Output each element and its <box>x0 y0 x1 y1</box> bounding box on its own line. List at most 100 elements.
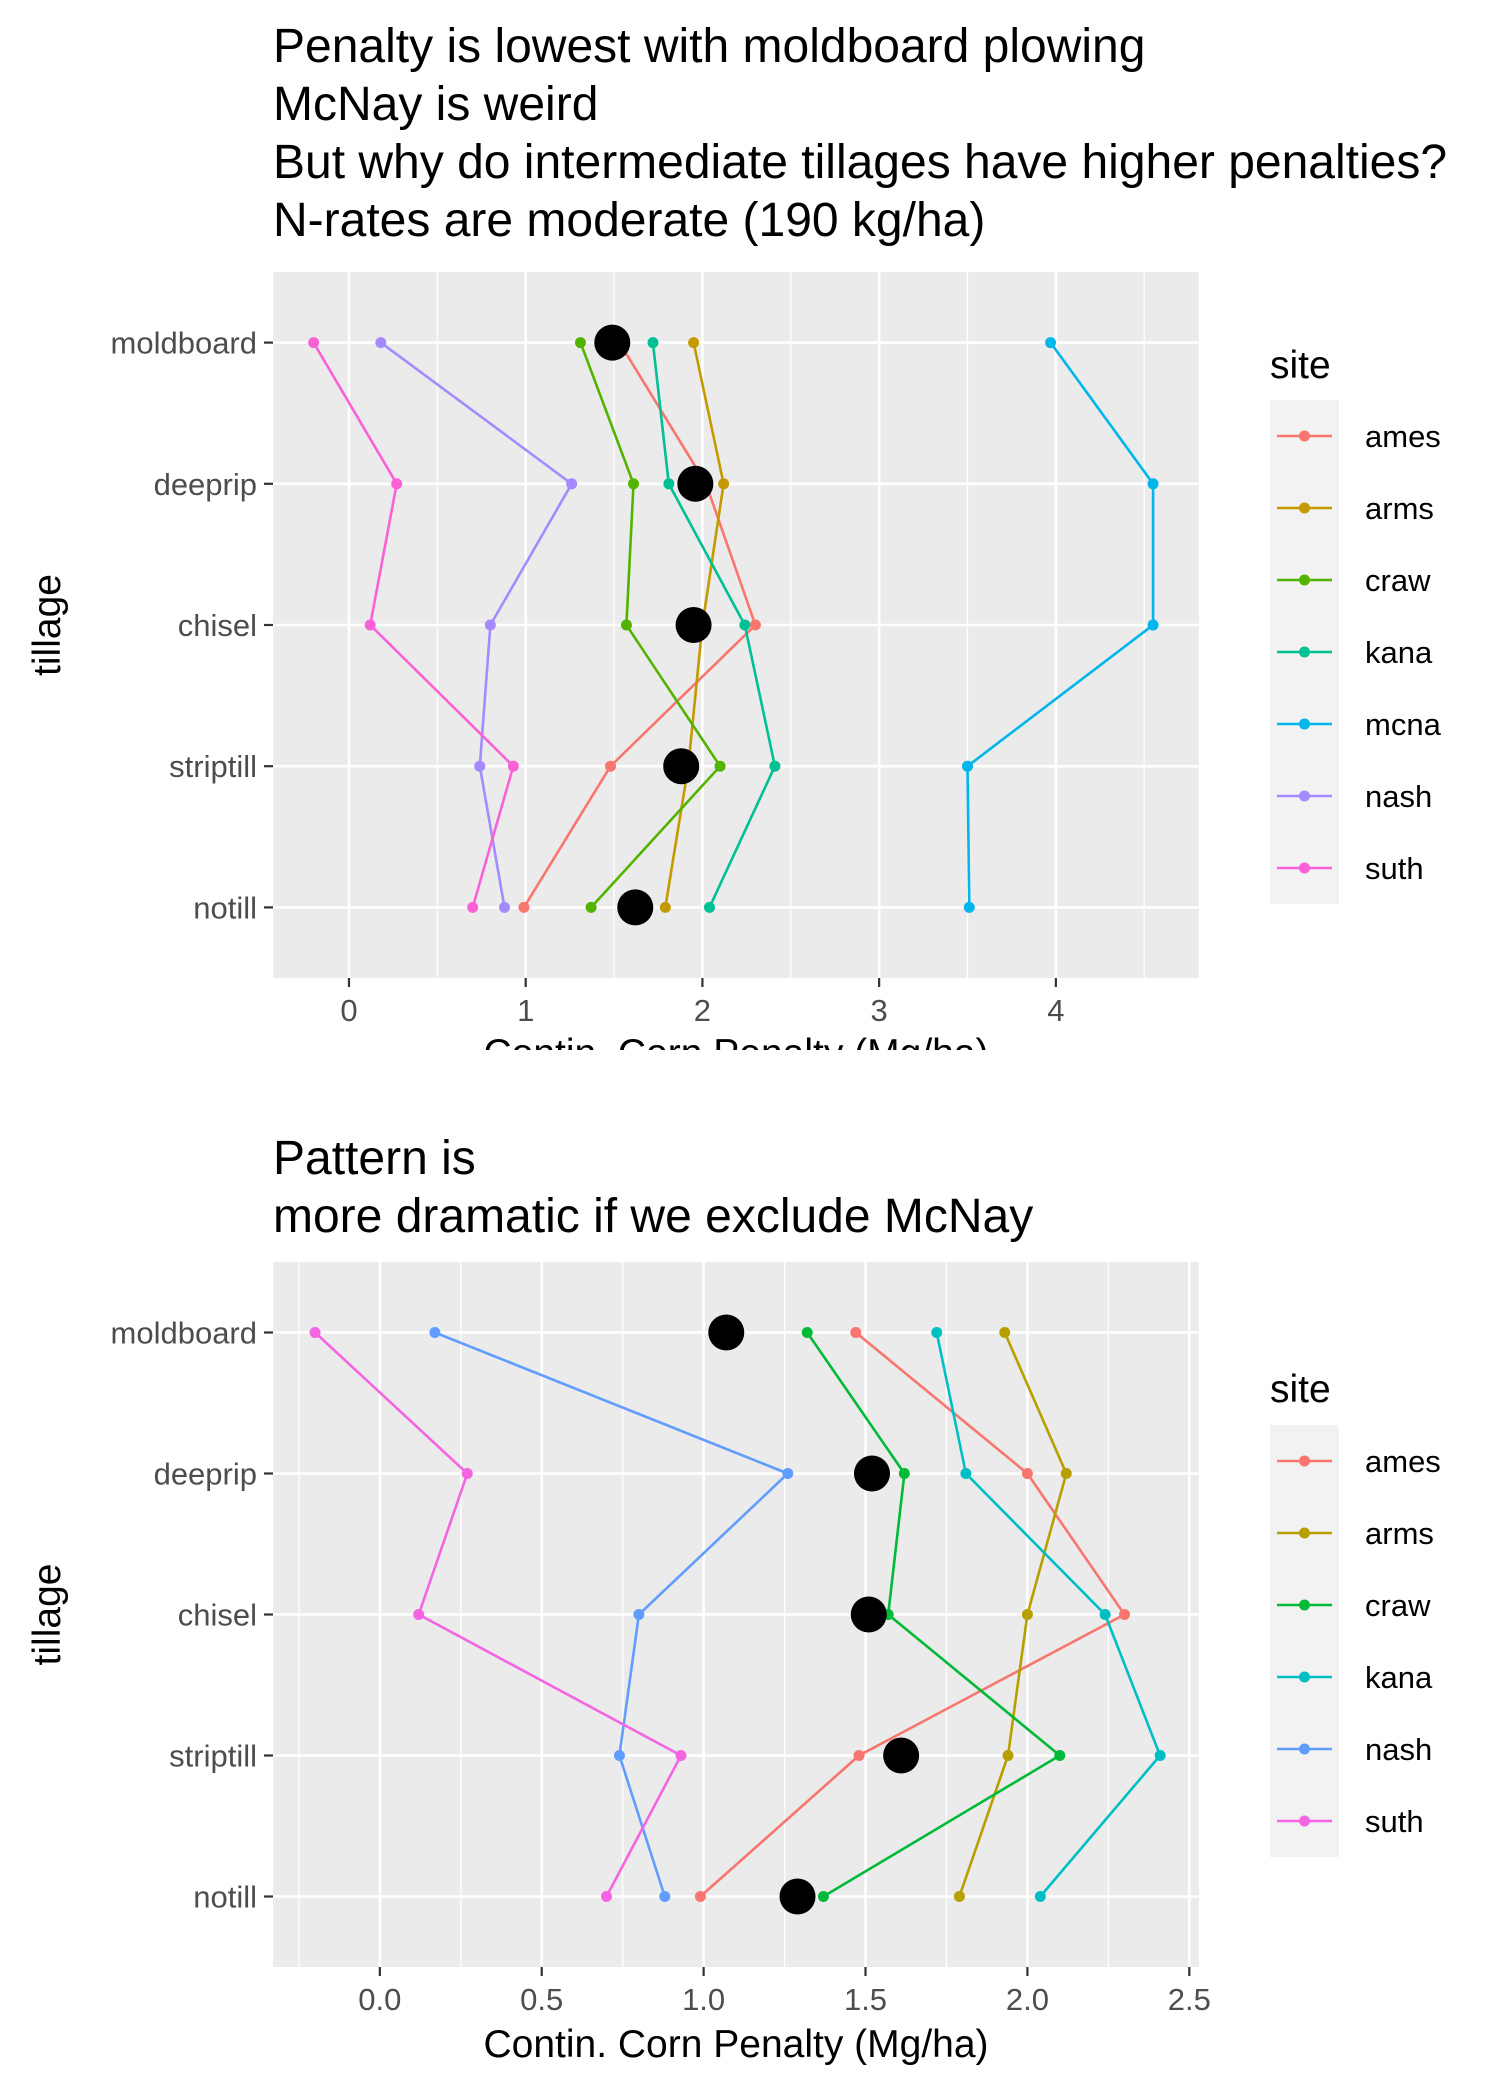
legend-swatch-point <box>1299 790 1310 802</box>
chart-panel-bottom: Pattern is more dramatic if we exclude M… <box>0 1050 1500 2100</box>
mean-point <box>617 889 654 926</box>
data-point-suth <box>467 901 479 913</box>
data-point-kana <box>663 478 675 490</box>
chart-svg-top: 0 1 2 3 4 moldboard deeprip chisel striptill noti… <box>26 272 1442 1050</box>
x-axis-title: Contin. Corn Penalty (Mg/ha) <box>483 1032 988 1050</box>
y-axis-title: tillage <box>26 1564 69 1666</box>
data-point-craw <box>574 337 586 349</box>
data-point-kana <box>1154 1750 1166 1761</box>
legend-label: kana <box>1365 1660 1433 1695</box>
data-point-arms <box>659 901 671 913</box>
legend-label: nash <box>1365 1732 1432 1767</box>
data-point-suth <box>391 478 403 490</box>
legend-label: suth <box>1365 851 1424 886</box>
x-tick-label: 1.5 <box>844 1982 887 2017</box>
data-point-nash <box>474 760 486 772</box>
legend-label: arms <box>1365 1516 1434 1551</box>
data-point-craw <box>801 1327 813 1338</box>
data-point-arms <box>1002 1750 1014 1761</box>
legend-label: craw <box>1365 563 1431 598</box>
legend-label: nash <box>1365 779 1432 814</box>
legend-label: suth <box>1365 1804 1424 1839</box>
data-point-ames <box>1119 1609 1131 1620</box>
data-point-suth <box>308 337 320 349</box>
legend-swatch-point <box>1299 1743 1310 1755</box>
data-point-craw <box>817 1891 829 1902</box>
legend-label: kana <box>1365 635 1433 670</box>
mean-point <box>883 1737 920 1774</box>
mean-point <box>850 1596 887 1633</box>
legend-swatch-point <box>1299 1599 1310 1611</box>
y-tick-label: moldboard <box>111 1316 257 1351</box>
data-point-nash <box>633 1609 645 1620</box>
data-point-kana <box>703 901 715 913</box>
y-tick-label: notill <box>193 890 257 925</box>
data-point-arms <box>718 478 730 490</box>
data-point-ames <box>749 619 761 631</box>
data-point-arms <box>1021 1609 1033 1620</box>
data-point-kana <box>769 760 781 772</box>
data-point-ames <box>694 1891 706 1902</box>
mean-point <box>677 465 714 502</box>
legend-label: craw <box>1365 1588 1431 1623</box>
data-point-mcna <box>962 760 973 772</box>
data-point-nash <box>566 478 578 490</box>
x-tick-label: 1 <box>517 993 534 1028</box>
legend-title: site <box>1270 1368 1331 1411</box>
legend-swatch-point <box>1299 430 1310 442</box>
y-tick-label: deeprip <box>154 467 257 502</box>
legend-swatch-point <box>1299 574 1310 586</box>
data-point-suth <box>461 1468 473 1479</box>
legend-label: ames <box>1365 1444 1441 1479</box>
y-tick-label: notill <box>193 1880 257 1915</box>
chart-title: Pattern is more dramatic if we exclude M… <box>273 1132 1034 1243</box>
y-tick-label: moldboard <box>111 326 257 361</box>
data-point-arms <box>1060 1468 1072 1479</box>
data-point-ames <box>1021 1468 1033 1479</box>
y-tick-label: striptill <box>169 749 257 784</box>
data-point-craw <box>1054 1750 1066 1761</box>
data-point-suth <box>507 760 519 772</box>
y-tick-label: striptill <box>169 1739 257 1774</box>
data-point-suth <box>413 1609 425 1620</box>
data-point-mcna <box>963 901 975 913</box>
data-point-arms <box>953 1891 965 1902</box>
x-tick-label: 2.0 <box>1006 1982 1049 2017</box>
legend-title: site <box>1270 344 1331 387</box>
data-point-kana <box>960 1468 972 1479</box>
y-tick-label: chisel <box>178 1598 257 1633</box>
data-point-ames <box>850 1327 862 1338</box>
chart-svg-bottom: 0.0 0.5 1.0 1.5 2.0 2.5 moldboard deeprip chisel… <box>26 1262 1441 2066</box>
data-point-kana <box>739 619 751 631</box>
legend-swatch-point <box>1299 1527 1310 1539</box>
legend-swatch-point <box>1299 1455 1310 1467</box>
legend-label: ames <box>1365 419 1441 454</box>
data-point-kana <box>1034 1891 1046 1902</box>
mean-point <box>853 1455 890 1492</box>
chart-title: Penalty is lowest with moldboard plowing… <box>273 20 1448 247</box>
legend-swatch-point <box>1299 502 1310 514</box>
data-point-craw <box>620 619 632 631</box>
x-axis-title: Contin. Corn Penalty (Mg/ha) <box>483 2023 988 2066</box>
data-point-nash <box>782 1468 794 1479</box>
legend-swatch-point <box>1299 1815 1310 1827</box>
chart-panel-top: Penalty is lowest with moldboard plowing… <box>26 20 1448 1050</box>
mean-point <box>675 607 712 643</box>
legend-key-background <box>1270 1425 1339 1857</box>
legend-label: arms <box>1365 491 1434 526</box>
legend-swatch-point <box>1299 718 1310 730</box>
data-point-kana <box>931 1327 943 1338</box>
data-point-nash <box>659 1891 671 1902</box>
data-point-nash <box>429 1327 441 1338</box>
legend-swatch-point <box>1299 646 1310 658</box>
x-tick-label: 2 <box>694 993 711 1028</box>
x-tick-label: 1.0 <box>682 1982 725 2017</box>
y-tick-label: chisel <box>178 608 257 643</box>
data-point-mcna <box>1147 478 1159 490</box>
x-tick-label: 0.0 <box>358 1982 401 2017</box>
x-tick-label: 3 <box>871 993 888 1028</box>
mean-point <box>663 748 700 785</box>
data-point-kana <box>647 337 659 349</box>
data-point-nash <box>613 1750 625 1761</box>
